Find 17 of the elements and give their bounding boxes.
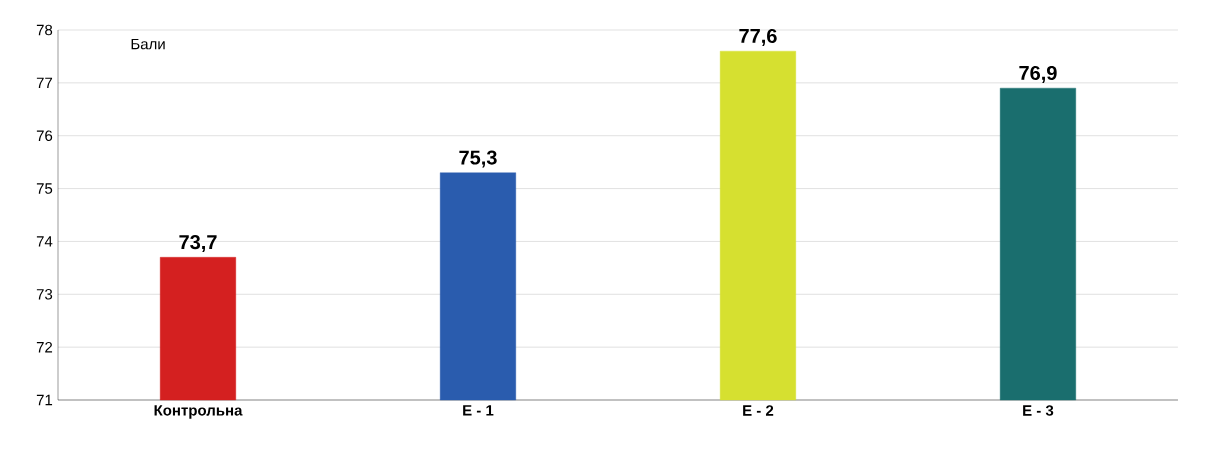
y-axis-title: Бали	[131, 38, 165, 50]
y-tick-label: 74	[36, 236, 53, 247]
data-label: 76,9	[1019, 65, 1057, 83]
y-tick-label: 75	[36, 183, 53, 194]
x-tick-label: Контрольна	[154, 405, 243, 419]
y-tick-label: 76	[36, 130, 53, 142]
y-tick-label: 77	[36, 77, 53, 89]
y-tick-label: 73	[36, 288, 53, 300]
x-tick-label: Е - 1	[463, 405, 494, 416]
x-tick-label: Е - 2	[743, 405, 774, 416]
y-tick-label: 78	[36, 24, 53, 36]
x-tick-label: Е - 3	[1023, 405, 1054, 416]
data-label: 75,3	[459, 150, 497, 168]
data-label: 73,7	[179, 235, 217, 253]
data-label: 77,6	[739, 28, 777, 46]
y-tick-label: 71	[36, 394, 53, 406]
y-tick-label: 72	[36, 341, 53, 353]
